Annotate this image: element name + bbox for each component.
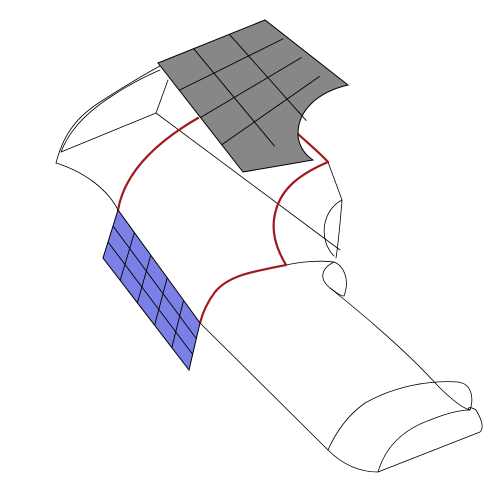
top-patch-surface bbox=[157, 19, 350, 173]
top-patch-grid bbox=[179, 34, 321, 147]
upper-diagonal-edge bbox=[155, 112, 341, 251]
top-grid-row-line bbox=[179, 38, 284, 91]
tail-end-cap-inner bbox=[327, 381, 473, 451]
side-grid-row-line bbox=[107, 241, 194, 355]
side-grid-row-line bbox=[112, 225, 197, 339]
top-grid-row-line bbox=[200, 57, 302, 118]
side-grid-col-line bbox=[136, 255, 152, 303]
side-grid-col-line bbox=[119, 232, 135, 281]
body-right-bulge bbox=[323, 199, 343, 257]
top-grid-patch bbox=[157, 19, 350, 173]
seam-front bbox=[116, 116, 200, 212]
neck-upper-curve bbox=[285, 260, 347, 297]
side-grid-col-line bbox=[171, 300, 185, 348]
top-grid-row-line bbox=[221, 75, 321, 146]
front-cap-inner-edge bbox=[60, 69, 161, 153]
front-cap-side-edge bbox=[155, 79, 169, 114]
side-grid-patch bbox=[102, 208, 201, 372]
tail-end-cap-outer bbox=[327, 407, 483, 473]
front-cap-outer-edge bbox=[55, 65, 161, 164]
model-outline bbox=[55, 65, 483, 473]
seam-lower bbox=[198, 263, 288, 325]
front-cap-front-curve bbox=[55, 162, 119, 211]
tail-end-face-curve bbox=[377, 409, 471, 473]
tail-lower-edge bbox=[199, 322, 329, 451]
side-patch-surface bbox=[102, 208, 201, 372]
side-grid-col-line bbox=[154, 277, 168, 326]
seam-right-upper bbox=[272, 132, 330, 267]
seam-lines bbox=[116, 116, 330, 325]
front-cap-lower-edge bbox=[60, 112, 157, 153]
side-patch-grid bbox=[107, 225, 197, 355]
tail-upper-edge bbox=[329, 287, 471, 411]
